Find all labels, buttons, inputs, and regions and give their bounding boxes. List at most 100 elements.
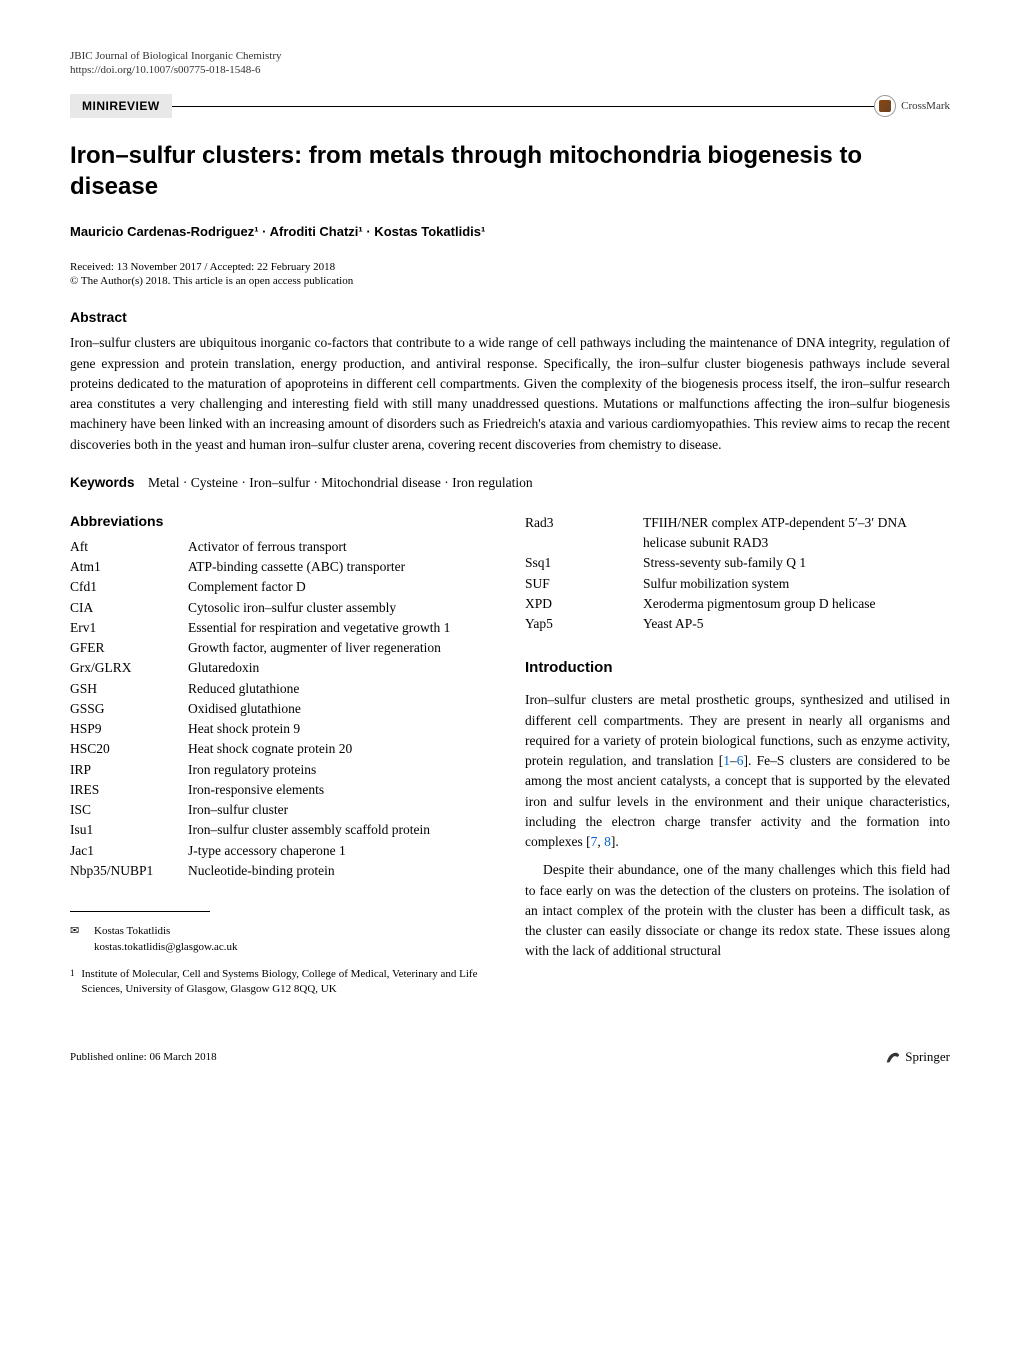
abbreviation-value: Iron regulatory proteins bbox=[188, 760, 495, 780]
abbreviation-row: AftActivator of ferrous transport bbox=[70, 537, 495, 557]
affiliation: 1 Institute of Molecular, Cell and Syste… bbox=[70, 967, 495, 998]
abbreviation-row: XPDXeroderma pigmentosum group D helicas… bbox=[525, 594, 950, 614]
abbreviation-value: Oxidised glutathione bbox=[188, 699, 495, 719]
publisher-logo: Springer bbox=[884, 1048, 950, 1066]
keywords-text: Metal · Cysteine · Iron–sulfur · Mitocho… bbox=[148, 475, 533, 490]
abbreviation-row: CIACytosolic iron–sulfur cluster assembl… bbox=[70, 598, 495, 618]
ref-link-8[interactable]: 8 bbox=[604, 834, 611, 849]
abbreviation-row: GSSGOxidised glutathione bbox=[70, 699, 495, 719]
abbreviation-key: Atm1 bbox=[70, 557, 188, 577]
abbreviation-key: SUF bbox=[525, 574, 643, 594]
keywords-line: Keywords Metal · Cysteine · Iron–sulfur … bbox=[70, 475, 950, 491]
abbreviation-row: Ssq1Stress-seventy sub-family Q 1 bbox=[525, 553, 950, 573]
article-type-bar: MINIREVIEW CrossMark bbox=[70, 94, 950, 118]
abbreviation-key: IRES bbox=[70, 780, 188, 800]
abbreviation-row: HSP9Heat shock protein 9 bbox=[70, 719, 495, 739]
two-column-layout: Abbreviations AftActivator of ferrous tr… bbox=[70, 513, 950, 998]
abbreviation-key: Cfd1 bbox=[70, 577, 188, 597]
abbreviation-value: TFIIH/NER complex ATP-dependent 5′–3′ DN… bbox=[643, 513, 950, 554]
abbreviation-value: Reduced glutathione bbox=[188, 679, 495, 699]
abbreviation-value: Iron-responsive elements bbox=[188, 780, 495, 800]
journal-header: JBIC Journal of Biological Inorganic Che… bbox=[70, 50, 950, 76]
left-column: Abbreviations AftActivator of ferrous tr… bbox=[70, 513, 495, 998]
abbreviation-row: Rad3TFIIH/NER complex ATP-dependent 5′–3… bbox=[525, 513, 950, 554]
abbreviation-key: GFER bbox=[70, 638, 188, 658]
abbreviation-key: GSH bbox=[70, 679, 188, 699]
abbreviation-value: Yeast AP-5 bbox=[643, 614, 950, 634]
abbreviation-value: Nucleotide-binding protein bbox=[188, 861, 495, 881]
abbreviation-key: CIA bbox=[70, 598, 188, 618]
journal-name: JBIC Journal of Biological Inorganic Che… bbox=[70, 50, 950, 62]
abbreviation-key: Jac1 bbox=[70, 841, 188, 861]
abbreviations-list-right: Rad3TFIIH/NER complex ATP-dependent 5′–3… bbox=[525, 513, 950, 635]
abbreviation-value: Cytosolic iron–sulfur cluster assembly bbox=[188, 598, 495, 618]
abbreviation-value: Heat shock cognate protein 20 bbox=[188, 739, 495, 759]
abbreviation-key: Nbp35/NUBP1 bbox=[70, 861, 188, 881]
copyright-line: © The Author(s) 2018. This article is an… bbox=[70, 275, 950, 287]
published-online: Published online: 06 March 2018 bbox=[70, 1051, 217, 1063]
abbreviation-key: HSP9 bbox=[70, 719, 188, 739]
right-column: Rad3TFIIH/NER complex ATP-dependent 5′–3… bbox=[525, 513, 950, 998]
page-footer: Published online: 06 March 2018 Springer bbox=[70, 1048, 950, 1066]
ref-link-6[interactable]: 6 bbox=[737, 753, 744, 768]
abbreviation-key: Yap5 bbox=[525, 614, 643, 634]
corresponding-email[interactable]: kostas.tokatlidis@glasgow.ac.uk bbox=[94, 940, 238, 955]
abbreviation-row: GFERGrowth factor, augmenter of liver re… bbox=[70, 638, 495, 658]
authors-list: Mauricio Cardenas-Rodriguez¹ · Afroditi … bbox=[70, 224, 950, 239]
abbreviation-row: HSC20Heat shock cognate protein 20 bbox=[70, 739, 495, 759]
affiliation-text: Institute of Molecular, Cell and Systems… bbox=[81, 967, 495, 998]
introduction-heading: Introduction bbox=[525, 659, 950, 676]
springer-icon bbox=[884, 1048, 902, 1066]
abbreviation-key: GSSG bbox=[70, 699, 188, 719]
abbreviation-value: Growth factor, augmenter of liver regene… bbox=[188, 638, 495, 658]
abstract-text: Iron–sulfur clusters are ubiquitous inor… bbox=[70, 333, 950, 455]
crossmark-label: CrossMark bbox=[901, 100, 950, 112]
abbreviation-value: Activator of ferrous transport bbox=[188, 537, 495, 557]
abbreviation-value: Iron–sulfur cluster bbox=[188, 800, 495, 820]
article-title: Iron–sulfur clusters: from metals throug… bbox=[70, 140, 950, 202]
abstract-heading: Abstract bbox=[70, 309, 950, 325]
abbreviation-value: J-type accessory chaperone 1 bbox=[188, 841, 495, 861]
abbreviation-key: HSC20 bbox=[70, 739, 188, 759]
abbreviation-row: Grx/GLRXGlutaredoxin bbox=[70, 658, 495, 678]
footer-divider bbox=[70, 911, 210, 912]
abbreviations-list-left: AftActivator of ferrous transportAtm1ATP… bbox=[70, 537, 495, 881]
abbreviation-row: IRPIron regulatory proteins bbox=[70, 760, 495, 780]
abbreviation-value: Heat shock protein 9 bbox=[188, 719, 495, 739]
keywords-label: Keywords bbox=[70, 475, 135, 490]
received-accepted-dates: Received: 13 November 2017 / Accepted: 2… bbox=[70, 261, 950, 273]
abbreviation-row: ISCIron–sulfur cluster bbox=[70, 800, 495, 820]
abbreviation-key: Rad3 bbox=[525, 513, 643, 554]
abbreviation-row: Yap5Yeast AP-5 bbox=[525, 614, 950, 634]
ref-link-1[interactable]: 1 bbox=[723, 753, 730, 768]
abbreviation-key: Grx/GLRX bbox=[70, 658, 188, 678]
abbreviations-heading: Abbreviations bbox=[70, 513, 495, 529]
doi-link[interactable]: https://doi.org/10.1007/s00775-018-1548-… bbox=[70, 64, 950, 76]
corresponding-author: ✉ Kostas Tokatlidis kostas.tokatlidis@gl… bbox=[70, 924, 495, 955]
abbreviation-key: XPD bbox=[525, 594, 643, 614]
abbreviation-key: Erv1 bbox=[70, 618, 188, 638]
abbreviation-value: Xeroderma pigmentosum group D helicase bbox=[643, 594, 950, 614]
abbreviation-row: Jac1J-type accessory chaperone 1 bbox=[70, 841, 495, 861]
abbreviation-value: Sulfur mobilization system bbox=[643, 574, 950, 594]
crossmark-badge[interactable]: CrossMark bbox=[874, 95, 950, 117]
abbreviation-row: Atm1ATP-binding cassette (ABC) transport… bbox=[70, 557, 495, 577]
abbreviation-value: Glutaredoxin bbox=[188, 658, 495, 678]
abbreviation-row: Nbp35/NUBP1Nucleotide-binding protein bbox=[70, 861, 495, 881]
publisher-name: Springer bbox=[905, 1049, 950, 1065]
abbreviation-row: GSHReduced glutathione bbox=[70, 679, 495, 699]
envelope-icon: ✉ bbox=[70, 924, 88, 955]
intro-paragraph-2: Despite their abundance, one of the many… bbox=[525, 860, 950, 961]
abbreviation-key: IRP bbox=[70, 760, 188, 780]
abbreviation-key: Isu1 bbox=[70, 820, 188, 840]
article-type-label: MINIREVIEW bbox=[70, 94, 172, 118]
abbreviation-key: Aft bbox=[70, 537, 188, 557]
abbreviation-row: Erv1Essential for respiration and vegeta… bbox=[70, 618, 495, 638]
abbreviation-row: IRESIron-responsive elements bbox=[70, 780, 495, 800]
abbreviation-row: Isu1Iron–sulfur cluster assembly scaffol… bbox=[70, 820, 495, 840]
divider-line bbox=[172, 106, 874, 107]
abbreviation-row: SUFSulfur mobilization system bbox=[525, 574, 950, 594]
intro-paragraph-1: Iron–sulfur clusters are metal prostheti… bbox=[525, 690, 950, 852]
abbreviation-key: Ssq1 bbox=[525, 553, 643, 573]
abbreviation-value: Stress-seventy sub-family Q 1 bbox=[643, 553, 950, 573]
